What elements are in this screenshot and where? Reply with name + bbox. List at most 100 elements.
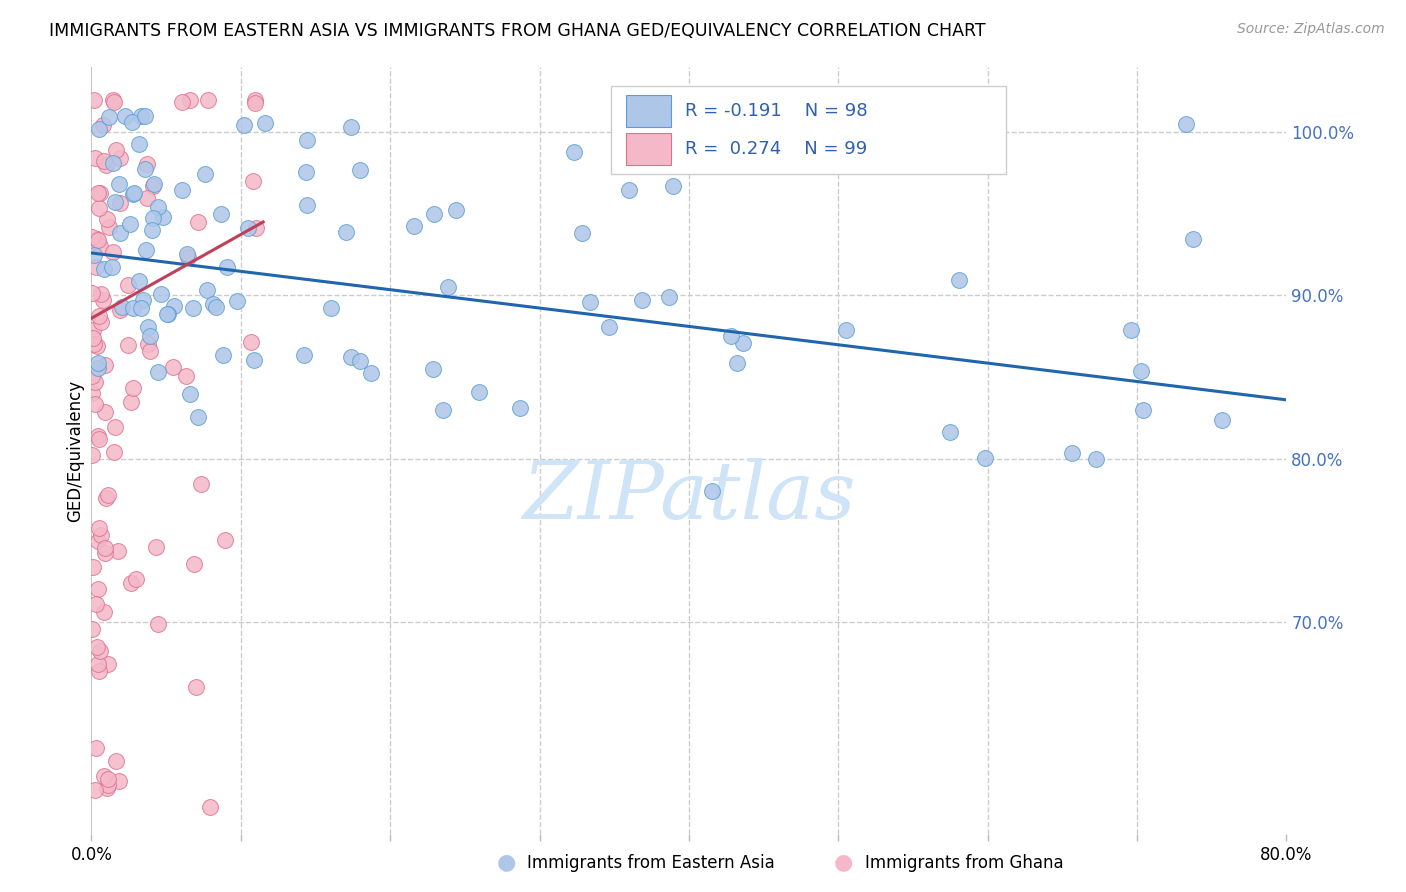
- Point: [104, 419, 127, 434]
- Point: [1175, 117, 1198, 131]
- Point: [145, 540, 167, 554]
- Point: [103, 93, 125, 107]
- Point: [84, 260, 107, 275]
- Point: [86, 339, 108, 353]
- Point: [339, 120, 361, 134]
- Point: [90, 527, 112, 541]
- Point: [243, 353, 266, 368]
- Text: R =  0.274    N = 99: R = 0.274 N = 99: [685, 140, 868, 158]
- Y-axis label: GED/Equivalency: GED/Equivalency: [66, 379, 84, 522]
- Point: [86, 186, 108, 200]
- Point: [82, 559, 104, 574]
- Point: [939, 425, 962, 439]
- Point: [201, 297, 224, 311]
- Point: [700, 484, 723, 499]
- Point: [83, 234, 105, 248]
- Point: [204, 301, 226, 315]
- Point: [187, 215, 209, 229]
- Point: [172, 95, 194, 110]
- Point: [124, 572, 146, 586]
- Point: [114, 109, 136, 123]
- Point: [142, 179, 165, 194]
- Point: [103, 95, 125, 109]
- Point: [108, 196, 131, 211]
- Point: [295, 198, 318, 212]
- Point: [98, 219, 121, 234]
- Point: [174, 368, 197, 383]
- Point: [97, 778, 120, 792]
- Point: [349, 354, 371, 368]
- Point: [135, 243, 157, 257]
- Point: [87, 361, 110, 376]
- Point: [571, 227, 593, 241]
- Point: [84, 396, 107, 410]
- Point: [89, 186, 111, 200]
- Point: [121, 115, 143, 129]
- Point: [117, 277, 139, 292]
- Point: [134, 109, 156, 123]
- Point: [617, 183, 640, 197]
- Point: [107, 773, 129, 788]
- Point: [89, 309, 111, 323]
- Point: [122, 381, 145, 395]
- Bar: [626, 95, 671, 127]
- Point: [190, 476, 212, 491]
- Point: [134, 161, 156, 176]
- Point: [162, 359, 184, 374]
- Point: [209, 207, 232, 221]
- Point: [98, 110, 121, 124]
- Point: [128, 136, 150, 151]
- Point: [104, 195, 127, 210]
- Point: [658, 290, 681, 304]
- Point: [197, 93, 219, 107]
- Point: [136, 157, 159, 171]
- Point: [295, 165, 318, 179]
- Point: [974, 450, 997, 465]
- Text: Immigrants from Ghana: Immigrants from Ghana: [865, 855, 1063, 872]
- Point: [146, 365, 169, 379]
- Point: [86, 640, 108, 654]
- Point: [129, 109, 152, 123]
- Point: [562, 145, 585, 160]
- Point: [83, 93, 105, 107]
- Point: [87, 201, 110, 215]
- Text: R = -0.191    N = 98: R = -0.191 N = 98: [685, 102, 868, 120]
- Point: [181, 301, 204, 315]
- Point: [156, 307, 179, 321]
- Point: [82, 323, 104, 337]
- Point: [195, 283, 218, 297]
- Point: [152, 211, 174, 225]
- Point: [187, 409, 209, 424]
- Point: [90, 315, 112, 329]
- Point: [335, 225, 357, 239]
- Point: [631, 293, 654, 307]
- Point: [1211, 412, 1233, 426]
- Point: [242, 174, 264, 188]
- Point: [349, 163, 371, 178]
- Point: [725, 355, 748, 369]
- Point: [83, 151, 105, 165]
- Point: [217, 260, 239, 274]
- Point: [97, 772, 120, 786]
- Point: [83, 337, 105, 351]
- Point: [1130, 364, 1153, 378]
- Point: [86, 356, 108, 370]
- Point: [1181, 232, 1204, 246]
- Point: [121, 301, 143, 315]
- Point: [422, 361, 444, 376]
- Point: [94, 359, 117, 373]
- Point: [360, 366, 382, 380]
- Point: [80, 448, 103, 462]
- Point: [120, 218, 142, 232]
- Point: [87, 432, 110, 446]
- Point: [1132, 402, 1154, 417]
- Text: Immigrants from Eastern Asia: Immigrants from Eastern Asia: [527, 855, 775, 872]
- Point: [84, 597, 107, 611]
- Point: [295, 132, 318, 146]
- Point: [243, 96, 266, 111]
- Point: [111, 300, 134, 314]
- Point: [179, 93, 201, 107]
- Point: [93, 405, 115, 419]
- Point: [96, 781, 118, 796]
- Point: [89, 643, 111, 657]
